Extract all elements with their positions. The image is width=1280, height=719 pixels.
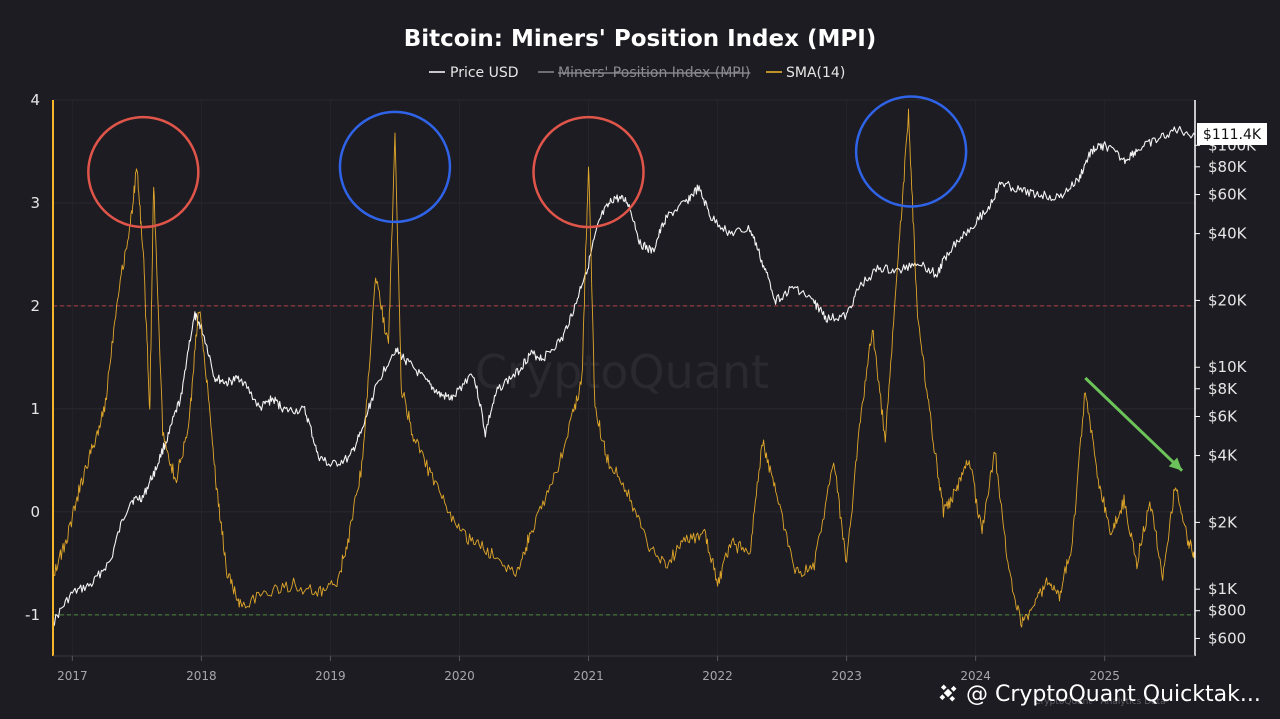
x-tick-label: 2024: [960, 669, 991, 683]
right-axis-ticks: $100K$80K$60K$40K$20K$10K$8K$6K$4K$2K$1K…: [1195, 136, 1257, 647]
right-tick-label: $1K: [1208, 580, 1238, 598]
x-tick-label: 2023: [831, 669, 862, 683]
x-tick-label: 2017: [57, 669, 88, 683]
x-tick-label: 2021: [573, 669, 604, 683]
series-group: [52, 108, 1196, 628]
sma14-line: [52, 108, 1196, 628]
legend: Price USD Miners' Position Index (MPI) S…: [429, 65, 845, 81]
left-tick-label: 1: [30, 400, 40, 418]
x-tick-label: 2018: [186, 669, 217, 683]
left-tick-label: 3: [30, 194, 40, 212]
right-tick-label: $600: [1208, 629, 1246, 647]
x-tick-label: 2019: [315, 669, 346, 683]
right-tick-label: $10K: [1208, 358, 1248, 376]
right-tick-label: $60K: [1208, 186, 1248, 204]
price-usd-line: [52, 125, 1196, 628]
left-tick-label: -1: [25, 606, 40, 624]
chart-title: Bitcoin: Miners' Position Index (MPI): [404, 26, 877, 52]
left-tick-label: 4: [30, 91, 40, 109]
credit-small: CryptoQuant · Analytics Data: [1034, 697, 1165, 707]
legend-label-sma[interactable]: SMA(14): [786, 65, 845, 81]
right-tick-label: $8K: [1208, 380, 1238, 398]
highlight-circle: [87, 115, 200, 229]
left-tick-label: 2: [30, 297, 40, 315]
watermark: CryptoQuant: [475, 345, 769, 399]
binance-logo-icon: [939, 684, 957, 702]
x-tick-label: 2020: [444, 669, 475, 683]
right-tick-label: $40K: [1208, 225, 1248, 243]
left-tick-label: 0: [30, 503, 40, 521]
right-tick-label: $80K: [1208, 158, 1248, 176]
annotations: [87, 95, 1184, 472]
credit-text: @ CryptoQuant Quicktak...: [966, 682, 1261, 707]
highlight-circle: [338, 110, 452, 224]
highlight-circle: [532, 115, 645, 229]
right-tick-label: $20K: [1208, 291, 1248, 309]
right-tick-label: $800: [1208, 602, 1246, 620]
trend-arrow-head-icon: [1168, 457, 1183, 471]
reference-lines: [53, 305, 1195, 616]
trend-arrow-line: [1084, 376, 1184, 472]
right-tick-label: $2K: [1208, 513, 1238, 531]
current-price-label: $111.4K: [1203, 127, 1262, 143]
right-tick-label: $4K: [1208, 447, 1238, 465]
left-axis-ticks: 4 3 2 1 0 -1: [25, 91, 40, 624]
legend-label-mpi[interactable]: Miners' Position Index (MPI): [558, 65, 750, 81]
right-tick-label: $6K: [1208, 407, 1238, 425]
x-tick-label: 2022: [702, 669, 733, 683]
credit: CryptoQuant · Analytics Data @ CryptoQua…: [939, 682, 1261, 707]
current-price-badge: $111.4K: [1197, 123, 1267, 145]
x-axis-ticks: 2017 2018 2019 2020 2021 2022 2023 2024 2025: [57, 656, 1120, 683]
legend-label-price[interactable]: Price USD: [450, 65, 519, 81]
highlight-circle: [854, 95, 968, 208]
x-tick-label: 2025: [1089, 669, 1120, 683]
